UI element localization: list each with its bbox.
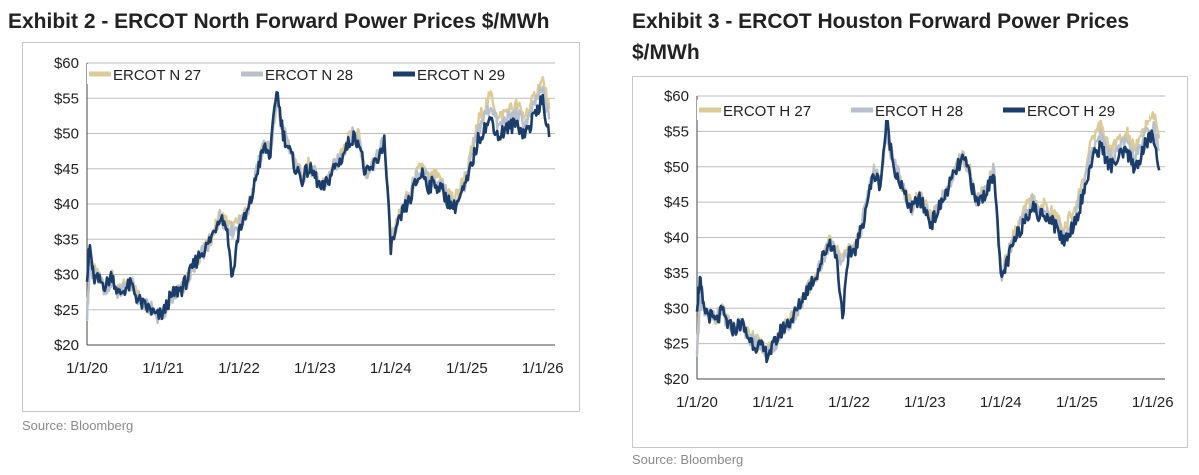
x-tick-label: 1/1/24 (370, 360, 412, 377)
y-tick-label: $30 (54, 267, 79, 284)
y-tick-label: $25 (664, 336, 689, 353)
series-line-ercot-h-28 (695, 120, 1161, 358)
exhibit-3-title: Exhibit 3 - ERCOT Houston Forward Power … (632, 10, 1130, 64)
exhibit-3-chart: $20 $25 $30 $35 $40 $45 $50 $55 $60 1/1/20 1/1/21 1… (664, 88, 1174, 411)
exhibit-2-source: Source: Bloomberg (22, 418, 134, 433)
exhibit-2-chart: $20 $25 $30 $35 $40 $45 $50 $55 $60 1/1/20 1/1/21 1… (54, 55, 564, 377)
exhibit-3-chart-panel: $20 $25 $30 $35 $40 $45 $50 $55 $60 1/1/20 1/1/21 1… (632, 76, 1188, 448)
series-line-ercot-n-27 (85, 76, 551, 322)
series-line-ercot-n-28 (85, 85, 551, 325)
y-tick-label: $30 (664, 300, 689, 317)
legend-background (697, 100, 845, 120)
legend-background (239, 64, 387, 84)
y-tick-label: $20 (664, 371, 689, 388)
x-tick-label: 1/1/26 (1132, 394, 1174, 411)
legend-background (1001, 100, 1149, 120)
legend-label: ERCOT H 28 (875, 103, 963, 120)
y-tick-label: $55 (54, 90, 79, 107)
legend-label: ERCOT N 28 (265, 67, 353, 84)
x-tick-label: 1/1/21 (142, 360, 184, 377)
y-tick-label: $60 (54, 55, 79, 72)
exhibit-2-title: Exhibit 2 - ERCOT North Forward Power Pr… (8, 10, 550, 33)
y-tick-label: $25 (54, 302, 79, 319)
y-tick-label: $55 (664, 123, 689, 140)
legend-label: ERCOT N 29 (417, 67, 505, 84)
y-tick-label: $45 (54, 161, 79, 178)
y-tick-label: $40 (664, 230, 689, 247)
x-tick-label: 1/1/25 (1056, 394, 1098, 411)
x-tick-label: 1/1/25 (446, 360, 488, 377)
series-line-ercot-n-29 (85, 91, 551, 321)
x-tick-label: 1/1/20 (676, 394, 718, 411)
y-tick-label: $35 (664, 265, 689, 282)
exhibit-3-source: Source: Bloomberg (632, 452, 744, 467)
x-tick-label: 1/1/26 (522, 360, 564, 377)
exhibit-2-chart-panel: $20 $25 $30 $35 $40 $45 $50 $55 $60 1/1/20 1/1/21 1… (22, 42, 580, 412)
y-tick-label: $35 (54, 231, 79, 248)
x-tick-label: 1/1/23 (294, 360, 336, 377)
y-tick-label: $50 (54, 126, 79, 143)
x-tick-label: 1/1/24 (980, 394, 1022, 411)
y-tick-label: $45 (664, 194, 689, 211)
legend-background (849, 100, 997, 120)
legend-background (391, 64, 539, 84)
x-tick-label: 1/1/22 (828, 394, 870, 411)
series-line-ercot-h-27 (695, 111, 1161, 357)
x-tick-label: 1/1/23 (904, 394, 946, 411)
x-tick-label: 1/1/20 (66, 360, 108, 377)
x-tick-label: 1/1/22 (218, 360, 260, 377)
legend-label: ERCOT H 29 (1027, 103, 1115, 120)
x-tick-label: 1/1/21 (752, 394, 794, 411)
y-tick-label: $20 (54, 337, 79, 354)
series-line-ercot-h-29 (695, 113, 1161, 364)
y-tick-label: $40 (54, 196, 79, 213)
legend-background (87, 64, 235, 84)
y-tick-label: $50 (664, 159, 689, 176)
legend-label: ERCOT H 27 (723, 103, 811, 120)
y-tick-label: $60 (664, 88, 689, 105)
legend-label: ERCOT N 27 (113, 67, 201, 84)
